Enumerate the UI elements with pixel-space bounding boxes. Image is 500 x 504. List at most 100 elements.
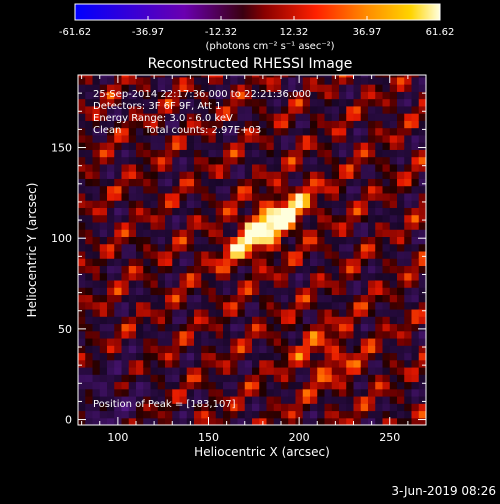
heatmap-cell [368,345,376,354]
heatmap-cell [194,352,202,361]
heatmap-cell [237,221,246,230]
heatmap-cell [317,359,326,368]
heatmap-cell [150,395,159,404]
heatmap-cell [215,229,224,237]
heatmap-cell [375,330,384,339]
heatmap-cell [288,91,297,100]
heatmap-cell [411,287,420,296]
heatmap-cell [418,345,426,354]
heatmap-cell [179,229,188,237]
heatmap-cell [324,134,333,143]
heatmap-cell [310,98,318,107]
heatmap-cell [78,381,86,390]
heatmap-cell [397,127,405,136]
heatmap-cell [368,84,376,92]
heatmap-cell [375,207,384,216]
heatmap-cell [324,221,333,230]
heatmap-cell [375,149,384,158]
heatmap-cell [208,330,217,339]
heatmap-cell [259,185,268,194]
heatmap-cell [92,410,101,419]
heatmap-cell [288,84,297,92]
heatmap-cell [78,229,86,237]
heatmap-cell [353,410,362,419]
heatmap-cell [331,91,340,100]
heatmap-cell [259,84,268,92]
heatmap-cell [346,163,355,172]
heatmap-cell [310,403,318,412]
heatmap-cell [157,120,166,129]
x-axis-tick-labels: 100 150 200 250 [107,431,400,444]
heatmap-cell [324,308,333,317]
heatmap-cell [143,258,152,267]
heatmap-cell [121,265,130,274]
heatmap-cell [331,149,340,158]
heatmap-cell [288,156,297,165]
heatmap-cell [288,236,297,245]
heatmap-cell [273,214,282,223]
heatmap-cell [288,352,297,361]
heatmap-cell [295,221,304,230]
heatmap-cell [331,76,340,85]
heatmap-cell [194,366,202,375]
heatmap-cell [179,236,188,245]
heatmap-cell [368,250,376,259]
heatmap-cell [339,374,347,383]
heatmap-cell [273,120,282,129]
heatmap-cell [331,98,340,107]
x-tick-label: 250 [379,431,400,444]
heatmap-cell [92,127,101,136]
heatmap-cell [375,236,384,245]
heatmap-cell [92,171,101,179]
heatmap-cell [346,98,355,107]
heatmap-cell [397,279,405,288]
heatmap-cell [252,134,260,143]
heatmap-cell [107,192,115,201]
heatmap-cell [331,316,340,325]
heatmap-cell [288,75,297,78]
heatmap-cell [201,149,210,158]
heatmap-cell [368,308,376,317]
heatmap-cell [360,410,369,419]
heatmap-cell [281,120,289,129]
heatmap-cell [266,156,275,165]
heatmap-cell [368,113,376,121]
heatmap-cell [150,294,159,303]
heatmap-cell [397,120,405,129]
heatmap-cell [201,185,210,194]
heatmap-cell [302,229,311,237]
heatmap-cell [244,330,253,339]
heatmap-cell [107,316,115,325]
heatmap-cell [346,410,355,419]
heatmap-cell [353,134,362,143]
heatmap-cell [295,359,304,368]
heatmap-cell [295,207,304,216]
heatmap-cell [273,134,282,143]
heatmap-cell [310,352,318,361]
heatmap-cell [92,134,101,143]
heatmap-cell [157,243,166,252]
heatmap-cell [172,98,181,107]
heatmap-cell [288,120,297,129]
heatmap-cell [389,417,398,425]
heatmap-cell [266,301,275,310]
heatmap-cell [92,221,101,230]
heatmap-cell [331,345,340,354]
heatmap-cell [208,279,217,288]
heatmap-cell [252,359,260,368]
heatmap-cell [368,323,376,332]
heatmap-cell [136,374,144,383]
heatmap-cell [201,221,210,230]
heatmap-cell [404,374,413,383]
heatmap-cell [150,279,159,288]
heatmap-cell [179,381,188,390]
heatmap-cell [324,171,333,179]
heatmap-cell [317,243,326,252]
heatmap-cell [281,272,289,281]
heatmap-cell [353,287,362,296]
heatmap-cell [150,308,159,317]
heatmap-cell [114,98,123,107]
heatmap-cell [201,120,210,129]
heatmap-cell [375,374,384,383]
heatmap-cell [302,142,311,150]
